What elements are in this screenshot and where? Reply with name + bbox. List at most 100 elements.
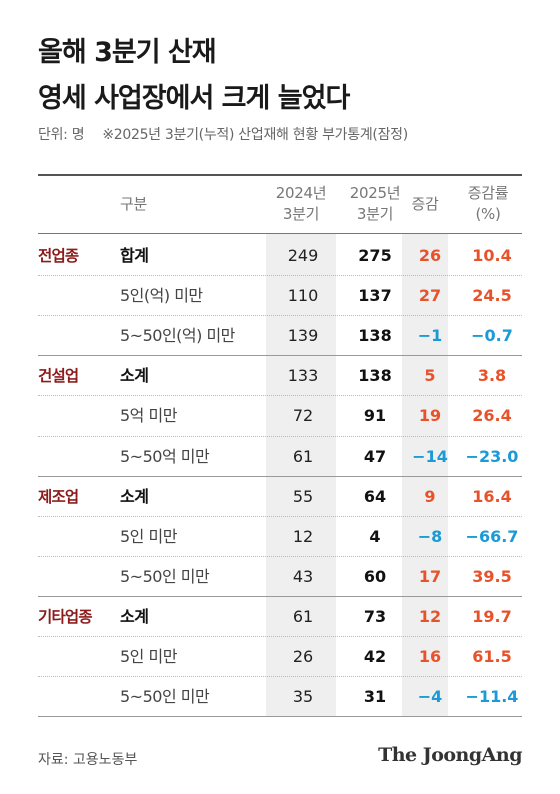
row-category: 제조업: [38, 487, 79, 506]
row-category: 전업종: [38, 247, 79, 265]
cell-2025: 42: [363, 647, 387, 666]
page-title: 올해 3분기 산재 영세 사업장에서 크게 늘었다: [38, 30, 350, 122]
row-item: 합계: [120, 246, 149, 265]
title-line-2: 영세 사업장에서 크게 늘었다: [38, 83, 350, 114]
row-category: [38, 637, 114, 677]
table-row: 5~50억 미만 61 47 −14 −23.0: [38, 437, 522, 477]
note-label: ※2025년 3분기(누적) 산업재해 현황 부가통계(잠정): [102, 127, 408, 143]
cell-change: −14: [412, 446, 448, 466]
row-separator: [38, 395, 522, 397]
row-item: 5~50인 미만: [120, 687, 210, 707]
table-row: 5인 미만 26 42 16 61.5: [38, 637, 522, 677]
cell-2024: 139: [287, 326, 319, 346]
source-label: 자료: 고용노동부: [38, 752, 138, 768]
cell-rate: −23.0: [465, 446, 519, 466]
row-separator: [38, 435, 522, 437]
cell-change: 12: [418, 606, 442, 626]
row-category: [38, 316, 114, 356]
cell-change: 27: [418, 286, 442, 306]
cell-2025: 47: [363, 446, 387, 466]
cell-2024: 55: [292, 486, 314, 506]
header-2024-year: 2024년: [275, 184, 327, 202]
row-item: 소계: [120, 366, 149, 386]
title-line-1: 올해 3분기 산재: [38, 37, 217, 68]
cell-rate: 26.4: [472, 406, 512, 426]
cell-2024: 133: [287, 366, 319, 386]
cell-2024: 72: [292, 406, 314, 426]
group-separator: [38, 475, 522, 477]
cell-rate: −66.7: [465, 526, 519, 546]
header-2025-year: 2025년: [349, 184, 401, 202]
cell-2025: 64: [363, 486, 387, 506]
header-2024: 2024년 3분기: [262, 178, 340, 230]
row-category: [38, 557, 114, 597]
group-separator: [38, 355, 522, 357]
cell-rate: −0.7: [471, 326, 513, 346]
cell-2024: 26: [292, 647, 314, 666]
cell-2024: 110: [287, 286, 319, 306]
row-separator: [38, 515, 522, 517]
row-item: 5~50인(억) 미만: [120, 326, 235, 346]
cell-2024: 61: [292, 446, 314, 466]
row-category: [38, 396, 114, 436]
table-header-rule: [38, 233, 522, 234]
table-row: 5~50인 미만 35 31 −4 −11.4: [38, 677, 522, 717]
cell-change: −4: [417, 687, 443, 707]
header-category: 구분: [120, 194, 148, 213]
cell-change: 16: [418, 647, 442, 666]
row-item: 5인(억) 미만: [120, 286, 203, 306]
cell-rate: 61.5: [472, 647, 512, 666]
cell-2025: 137: [358, 286, 392, 306]
cell-2024: 61: [292, 606, 314, 626]
cell-2024: 43: [292, 566, 314, 586]
table-row: 제조업 소계 55 64 9 16.4: [38, 477, 522, 517]
table-row: 5억 미만 72 91 19 26.4: [38, 396, 522, 436]
table-row: 5~50인 미만 43 60 17 39.5: [38, 557, 522, 597]
cell-rate: 10.4: [472, 246, 512, 265]
cell-rate: 16.4: [472, 486, 512, 506]
table-bottom-rule: [38, 716, 522, 717]
header-2025-quarter: 3분기: [356, 205, 394, 223]
table-row: 전업종 합계 249 275 26 10.4: [38, 236, 522, 276]
cell-change: 17: [418, 566, 442, 586]
cell-2025: 91: [363, 406, 387, 426]
cell-2025: 73: [363, 606, 387, 626]
cell-2024: 249: [287, 246, 319, 265]
row-item: 5억 미만: [120, 406, 177, 426]
row-item: 5~50인 미만: [120, 566, 210, 586]
subtitle: 단위: 명 ※2025년 3분기(누적) 산업재해 현황 부가통계(잠정): [38, 124, 408, 144]
header-2024-quarter: 3분기: [282, 205, 320, 223]
shade-change-column: [402, 234, 448, 716]
table-row: 5인 미만 12 4 −8 −66.7: [38, 517, 522, 557]
row-item: 소계: [120, 606, 149, 626]
table-row: 기타업종 소계 61 73 12 19.7: [38, 597, 522, 637]
row-category: [38, 276, 114, 316]
row-item: 5인 미만: [120, 526, 177, 546]
cell-2025: 31: [363, 687, 387, 707]
cell-change: 26: [418, 246, 442, 265]
cell-change: −8: [417, 526, 443, 546]
table-top-rule: [38, 174, 522, 176]
row-separator: [38, 275, 522, 277]
cell-2025: 60: [363, 566, 387, 586]
cell-2025: 138: [358, 366, 392, 386]
cell-rate: 19.7: [472, 606, 512, 626]
cell-rate: 39.5: [472, 566, 512, 586]
cell-change: 5: [424, 366, 436, 386]
row-item: 5인 미만: [120, 647, 177, 666]
row-category: [38, 437, 114, 477]
cell-2024: 35: [292, 687, 314, 707]
header-change: 증감: [411, 194, 439, 213]
cell-2025: 138: [358, 326, 392, 346]
row-separator: [38, 676, 522, 678]
header-rate-label: 증감률: [467, 184, 509, 202]
cell-2025: 4: [369, 526, 381, 546]
cell-change: 9: [424, 486, 436, 506]
shade-2024-column: [266, 234, 336, 716]
cell-change: 19: [418, 406, 442, 426]
row-item: 5~50억 미만: [120, 446, 210, 466]
row-separator: [38, 555, 522, 557]
header-rate-unit: (%): [475, 205, 501, 223]
publisher-logo: The JoongAng: [378, 744, 522, 766]
cell-rate: 3.8: [477, 366, 507, 386]
